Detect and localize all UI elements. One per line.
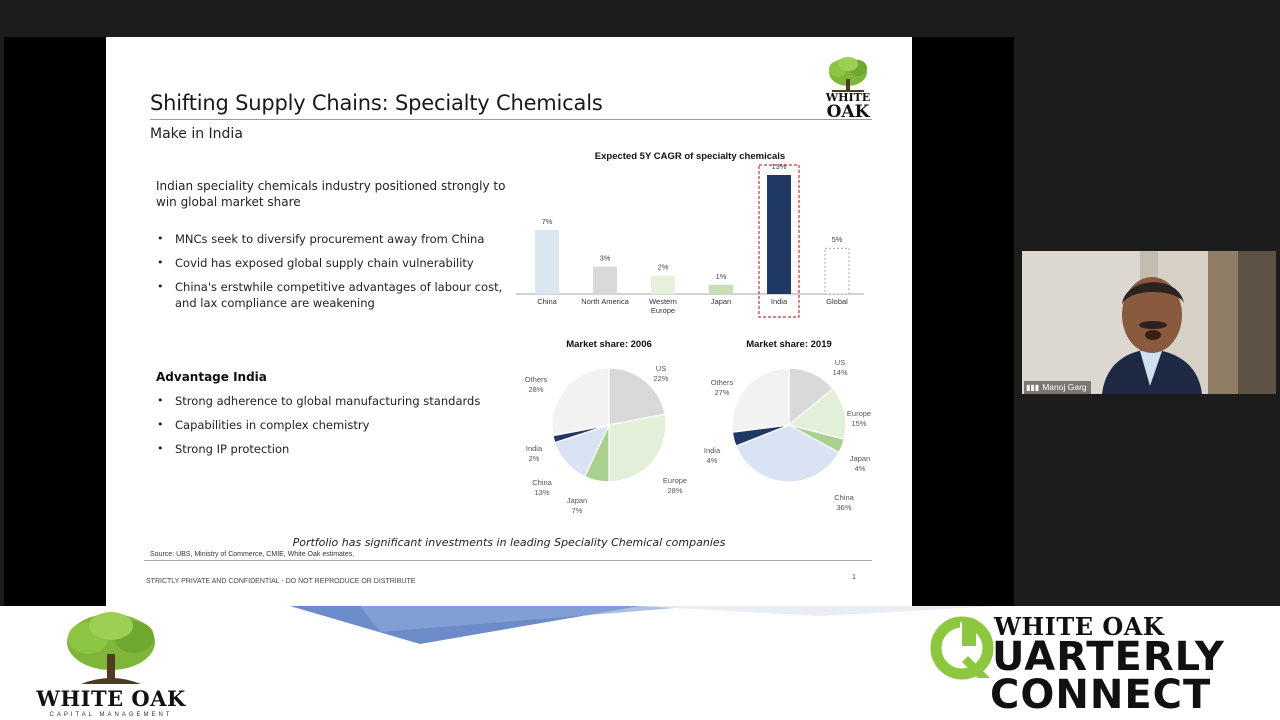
pie-slice-china bbox=[735, 424, 840, 483]
event-title-line3: CONNECT bbox=[990, 672, 1212, 718]
oak-tree-icon bbox=[67, 612, 155, 684]
speaker-name: Manoj Garg bbox=[1042, 382, 1087, 392]
market-share-2006-pie: Market share: 2006US22%Europe28%Japan7%C… bbox=[525, 339, 687, 515]
bar-value-label: 7% bbox=[542, 217, 553, 226]
signal-icon: ▮▮▮ bbox=[1026, 383, 1040, 392]
bullet-item: Capabilities in complex chemistry bbox=[156, 417, 506, 433]
page-number: 1 bbox=[852, 574, 856, 581]
pie-label-value: 36% bbox=[836, 503, 851, 512]
bar-value-label: 5% bbox=[832, 235, 843, 244]
logo-text-oak: OAK bbox=[826, 102, 870, 122]
presentation-slide: Shifting Supply Chains: Specialty Chemic… bbox=[106, 37, 912, 606]
pie-label-value: 4% bbox=[855, 464, 866, 473]
pie-label-name: US bbox=[835, 358, 845, 367]
pie-label-name: US bbox=[656, 364, 666, 373]
bar-value-label: 3% bbox=[600, 254, 611, 263]
bar-category-label: Global bbox=[826, 297, 848, 306]
bar-category-label: China bbox=[537, 297, 557, 306]
event-title-line1: WHITE OAK bbox=[994, 612, 1165, 641]
pie-label-value: 4% bbox=[707, 456, 718, 465]
pie-label-name: Others bbox=[525, 375, 548, 384]
bar-value-label: 1% bbox=[716, 272, 727, 281]
bar-category-label: India bbox=[771, 297, 788, 306]
top-bullets: MNCs seek to diversify procurement away … bbox=[156, 231, 506, 319]
brand-name: WHITE OAK bbox=[36, 686, 186, 711]
speaker-name-tag: ▮▮▮ Manoj Garg bbox=[1024, 381, 1091, 394]
quarterly-connect-logo: WHITE OAK UARTERLY CONNECT bbox=[930, 610, 1270, 718]
bar-western-europe bbox=[651, 275, 675, 294]
pie-label-value: 2% bbox=[529, 454, 540, 463]
bar-category-label: Europe bbox=[651, 306, 675, 315]
bullet-item: China's erstwhile competitive advantages… bbox=[156, 279, 506, 311]
pie-label-name: Europe bbox=[847, 409, 871, 418]
pie-slice-us bbox=[608, 367, 666, 426]
brand-tagline: CAPITAL MANAGEMENT bbox=[49, 712, 173, 718]
advantage-heading: Advantage India bbox=[156, 370, 267, 384]
intro-text: Indian speciality chemicals industry pos… bbox=[156, 179, 506, 209]
pie-label-name: Japan bbox=[567, 496, 587, 505]
q-letter-icon bbox=[930, 616, 994, 680]
event-banner: WHITE OAK CAPITAL MANAGEMENT WHITE OAK U… bbox=[0, 606, 1280, 720]
pie-label-name: Others bbox=[711, 378, 734, 387]
india-highlight-box bbox=[758, 164, 800, 318]
pie-label-value: 22% bbox=[653, 374, 668, 383]
pie-label-name: India bbox=[526, 444, 543, 453]
speaker-video-frame bbox=[1022, 251, 1276, 394]
footer-divider bbox=[144, 560, 872, 561]
bar-chart-title: Expected 5Y CAGR of specialty chemicals bbox=[595, 151, 785, 162]
bullet-item: Covid has exposed global supply chain vu… bbox=[156, 255, 506, 271]
slide-title: Shifting Supply Chains: Specialty Chemic… bbox=[150, 91, 603, 115]
portfolio-note: Portfolio has significant investments in… bbox=[292, 536, 726, 549]
pie-label-name: Europe bbox=[663, 476, 687, 485]
pie-title: Market share: 2019 bbox=[746, 339, 832, 350]
cagr-bar-chart: Expected 5Y CAGR of specialty chemicals 7… bbox=[516, 151, 864, 318]
event-title-line2: UARTERLY bbox=[992, 634, 1225, 680]
bar-global bbox=[824, 247, 850, 295]
bar-category-label: Japan bbox=[711, 297, 731, 306]
pie-label-name: China bbox=[834, 493, 854, 502]
bar-north-america bbox=[593, 266, 617, 294]
pie-slice-others bbox=[731, 367, 790, 433]
pie-label-name: China bbox=[532, 478, 552, 487]
bullet-item: MNCs seek to diversify procurement away … bbox=[156, 231, 506, 247]
pie-label-name: Japan bbox=[850, 454, 870, 463]
pie-label-value: 13% bbox=[534, 488, 549, 497]
bullet-item: Strong IP protection bbox=[156, 441, 506, 457]
pie-label-value: 28% bbox=[528, 385, 543, 394]
pie-title: Market share: 2006 bbox=[566, 339, 652, 350]
pie-label-value: 28% bbox=[667, 486, 682, 495]
logo-text-white: WHITE bbox=[825, 91, 871, 104]
pie-label-value: 27% bbox=[714, 388, 729, 397]
banner-stripes bbox=[290, 606, 1000, 644]
bar-value-label: 13% bbox=[771, 162, 786, 171]
bar-value-label: 2% bbox=[658, 263, 669, 272]
pie-slice-europe bbox=[787, 387, 847, 440]
video-stage: Shifting Supply Chains: Specialty Chemic… bbox=[0, 0, 1280, 606]
confidential-notice: STRICTLY PRIVATE AND CONFIDENTIAL - DO N… bbox=[146, 578, 416, 585]
advantage-bullets: Strong adherence to global manufacturing… bbox=[156, 393, 506, 465]
pie-slice-europe bbox=[608, 413, 667, 483]
slide-subtitle: Make in India bbox=[150, 126, 243, 142]
bar-china bbox=[535, 229, 559, 294]
bar-category-label: North America bbox=[581, 297, 629, 306]
speaker-video-tile[interactable]: ▮▮▮ Manoj Garg bbox=[1022, 251, 1276, 394]
pie-label-name: India bbox=[704, 446, 721, 455]
source-note: Source: UBS, Ministry of Commerce, CMIE,… bbox=[150, 551, 355, 558]
white-oak-logo: WHITE OAK bbox=[822, 55, 874, 122]
pie-label-value: 15% bbox=[851, 419, 866, 428]
bar-india bbox=[767, 175, 791, 294]
title-divider bbox=[150, 119, 872, 120]
pie-label-value: 7% bbox=[572, 506, 583, 515]
oak-tree-icon bbox=[829, 57, 867, 92]
bar-category-label: Western bbox=[649, 297, 677, 306]
pie-slice-others bbox=[551, 367, 610, 437]
bullet-item: Strong adherence to global manufacturing… bbox=[156, 393, 506, 409]
pie-label-value: 14% bbox=[832, 368, 847, 377]
market-share-2019-pie: Market share: 2019US14%Europe15%Japan4%C… bbox=[704, 339, 871, 512]
bar-japan bbox=[709, 284, 733, 294]
white-oak-capital-logo: WHITE OAK CAPITAL MANAGEMENT bbox=[36, 610, 186, 720]
